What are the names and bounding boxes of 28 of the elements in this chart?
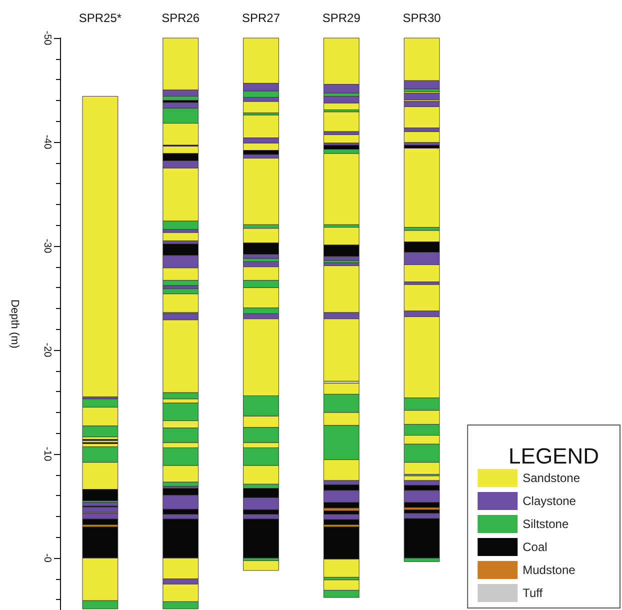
bar: [323, 153, 360, 225]
bar: [323, 260, 360, 263]
bar: [323, 144, 360, 150]
y-tick-label: -20: [42, 342, 52, 358]
legend-title: LEGEND: [508, 444, 600, 468]
legend-label: Tuff: [522, 586, 544, 600]
bar: [404, 148, 440, 228]
x-tick-label: SPR26: [162, 11, 200, 25]
x-tick-label: SPR27: [242, 11, 280, 25]
legend-label: Siltstone: [522, 517, 569, 531]
x-tick-label: SPR25*: [78, 11, 122, 25]
legend-label: Mudstone: [522, 563, 576, 577]
y-tick-label: -10: [42, 446, 52, 462]
bar: [243, 158, 279, 225]
y-axis-title: Depth (m): [8, 300, 20, 348]
bar: [323, 112, 360, 132]
legend-label: Sandstone: [522, 471, 580, 485]
bar: [243, 518, 279, 558]
legend-label: Claystone: [522, 494, 576, 508]
y-tick-label: -50: [42, 30, 52, 46]
y-tick-label: -0: [42, 554, 52, 563]
bar: [243, 560, 279, 571]
x-tick-label: SPR29: [322, 11, 361, 25]
y-tick-label: -30: [42, 238, 52, 254]
x-tick-label: SPR30: [402, 11, 442, 25]
legend-label: Coal: [522, 540, 548, 554]
y-tick-label: -40: [42, 134, 52, 150]
bar: [82, 96, 118, 398]
